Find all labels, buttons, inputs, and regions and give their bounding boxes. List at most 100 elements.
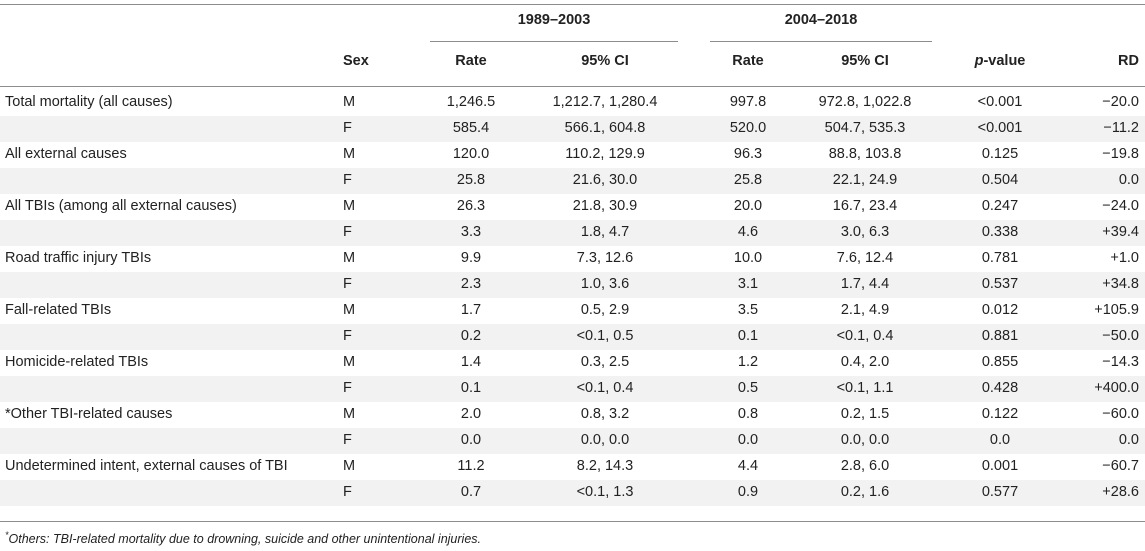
p-value-cell: 0.122	[981, 406, 1019, 422]
sex-cell: M	[343, 94, 356, 110]
rate1-cell: 2.3	[460, 276, 482, 292]
sex-cell: M	[343, 302, 356, 318]
rd-cell: +39.4	[1102, 224, 1139, 240]
ci1-cell: <0.1, 0.5	[576, 328, 634, 344]
period1-header: 1989–2003	[517, 12, 591, 28]
table-row: F 0.0 0.0, 0.0 0.0 0.0, 0.0 0.0 0.0	[0, 428, 1145, 454]
ci1-cell: 0.8, 3.2	[580, 406, 630, 422]
row-label: Homicide-related TBIs	[5, 354, 149, 370]
table-row: All external causes M 120.0 110.2, 129.9 96.…	[0, 142, 1145, 168]
ci1-header: 95% CI	[581, 53, 629, 69]
rd-cell: −50.0	[1102, 328, 1139, 344]
period1-underline	[430, 41, 678, 42]
rate1-header: Rate	[455, 53, 487, 69]
ci1-cell: 1.0, 3.6	[580, 276, 630, 292]
row-label: *Other TBI-related causes	[5, 406, 173, 422]
ci1-cell: 21.8, 30.9	[572, 198, 638, 214]
sex-cell: M	[343, 406, 356, 422]
rate2-cell: 4.6	[737, 224, 759, 240]
rate2-cell: 0.1	[737, 328, 759, 344]
rate2-cell: 10.0	[733, 250, 763, 266]
ci2-cell: 88.8, 103.8	[828, 146, 902, 162]
rate1-cell: 0.7	[460, 484, 482, 500]
period2-underline	[710, 41, 932, 42]
sex-cell: M	[343, 354, 356, 370]
rate2-cell: 25.8	[733, 172, 763, 188]
ci2-cell: <0.1, 1.1	[836, 380, 894, 396]
p-value-cell: 0.577	[981, 484, 1019, 500]
ci2-cell: 3.0, 6.3	[840, 224, 890, 240]
p-rest: -value	[983, 53, 1026, 69]
p-value-cell: 0.338	[981, 224, 1019, 240]
ci2-cell: 972.8, 1,022.8	[818, 94, 912, 110]
p-value-cell: 0.0	[989, 432, 1011, 448]
rd-cell: +28.6	[1102, 484, 1139, 500]
ci2-cell: 2.8, 6.0	[840, 458, 890, 474]
row-label: Fall-related TBIs	[5, 302, 112, 318]
sex-cell: F	[343, 484, 352, 500]
table-top-rule	[0, 4, 1145, 5]
rd-cell: −60.7	[1102, 458, 1139, 474]
sex-cell: F	[343, 120, 352, 136]
table-row: F 25.8 21.6, 30.0 25.8 22.1, 24.9 0.504 0.0	[0, 168, 1145, 194]
ci2-cell: 1.7, 4.4	[840, 276, 890, 292]
sex-cell: F	[343, 328, 352, 344]
rate2-cell: 0.0	[737, 432, 759, 448]
sex-cell: M	[343, 458, 356, 474]
ci1-cell: 566.1, 604.8	[564, 120, 646, 136]
rd-cell: −19.8	[1102, 146, 1139, 162]
table-row: All TBIs (among all external causes) M 26.…	[0, 194, 1145, 220]
rate1-cell: 1.7	[460, 302, 482, 318]
rate2-cell: 0.5	[737, 380, 759, 396]
table-row: F 0.7 <0.1, 1.3 0.9 0.2, 1.6 0.577 +28.6	[0, 480, 1145, 506]
rate1-cell: 585.4	[452, 120, 490, 136]
ci2-cell: 504.7, 535.3	[824, 120, 906, 136]
row-label: All external causes	[5, 146, 127, 162]
rate2-cell: 997.8	[729, 94, 767, 110]
row-label: Road traffic injury TBIs	[5, 250, 152, 266]
footnote-text: Others: TBI-related mortality due to dro…	[8, 532, 481, 547]
rd-cell: +34.8	[1102, 276, 1139, 292]
rd-cell: −11.2	[1103, 120, 1139, 136]
rate2-header: Rate	[732, 53, 764, 69]
rate2-cell: 0.9	[737, 484, 759, 500]
ci2-cell: 2.1, 4.9	[840, 302, 890, 318]
p-value-cell: 0.125	[981, 146, 1019, 162]
rate1-cell: 25.8	[456, 172, 486, 188]
rate2-cell: 1.2	[737, 354, 759, 370]
sex-cell: M	[343, 146, 356, 162]
ci2-cell: <0.1, 0.4	[836, 328, 894, 344]
rd-cell: +1.0	[1110, 250, 1139, 266]
ci2-cell: 16.7, 23.4	[832, 198, 898, 214]
sex-cell: F	[343, 276, 352, 292]
p-value-cell: 0.781	[981, 250, 1019, 266]
sex-cell: F	[343, 432, 352, 448]
ci1-cell: 0.5, 2.9	[580, 302, 630, 318]
sex-cell: M	[343, 250, 356, 266]
rd-cell: 0.0	[1118, 432, 1139, 448]
rd-cell: −20.0	[1102, 94, 1139, 110]
rate2-cell: 4.4	[737, 458, 759, 474]
p-value-cell: 0.855	[981, 354, 1019, 370]
table-row: F 0.1 <0.1, 0.4 0.5 <0.1, 1.1 0.428 +400.0	[0, 376, 1145, 402]
rate2-cell: 3.1	[737, 276, 759, 292]
footnote-mark: *	[5, 530, 9, 540]
rd-cell: −14.3	[1102, 354, 1139, 370]
rate1-cell: 9.9	[460, 250, 482, 266]
rate1-cell: 120.0	[452, 146, 490, 162]
footnote: *Others: TBI-related mortality due to dr…	[5, 530, 481, 546]
p-italic: p	[974, 53, 984, 69]
table-row: *Other TBI-related causes M 2.0 0.8, 3.2 0.8…	[0, 402, 1145, 428]
p-value-cell: <0.001	[977, 120, 1023, 136]
period2-header: 2004–2018	[784, 12, 858, 28]
sex-cell: F	[343, 172, 352, 188]
ci1-cell: <0.1, 1.3	[576, 484, 634, 500]
rd-header: RD	[1118, 53, 1139, 69]
table-row: F 2.3 1.0, 3.6 3.1 1.7, 4.4 0.537 +34.8	[0, 272, 1145, 298]
rate2-cell: 96.3	[733, 146, 763, 162]
ci1-cell: 21.6, 30.0	[572, 172, 638, 188]
rate2-cell: 3.5	[737, 302, 759, 318]
ci1-cell: 0.3, 2.5	[580, 354, 630, 370]
p-value-cell: <0.001	[977, 94, 1023, 110]
ci1-cell: 1.8, 4.7	[580, 224, 630, 240]
